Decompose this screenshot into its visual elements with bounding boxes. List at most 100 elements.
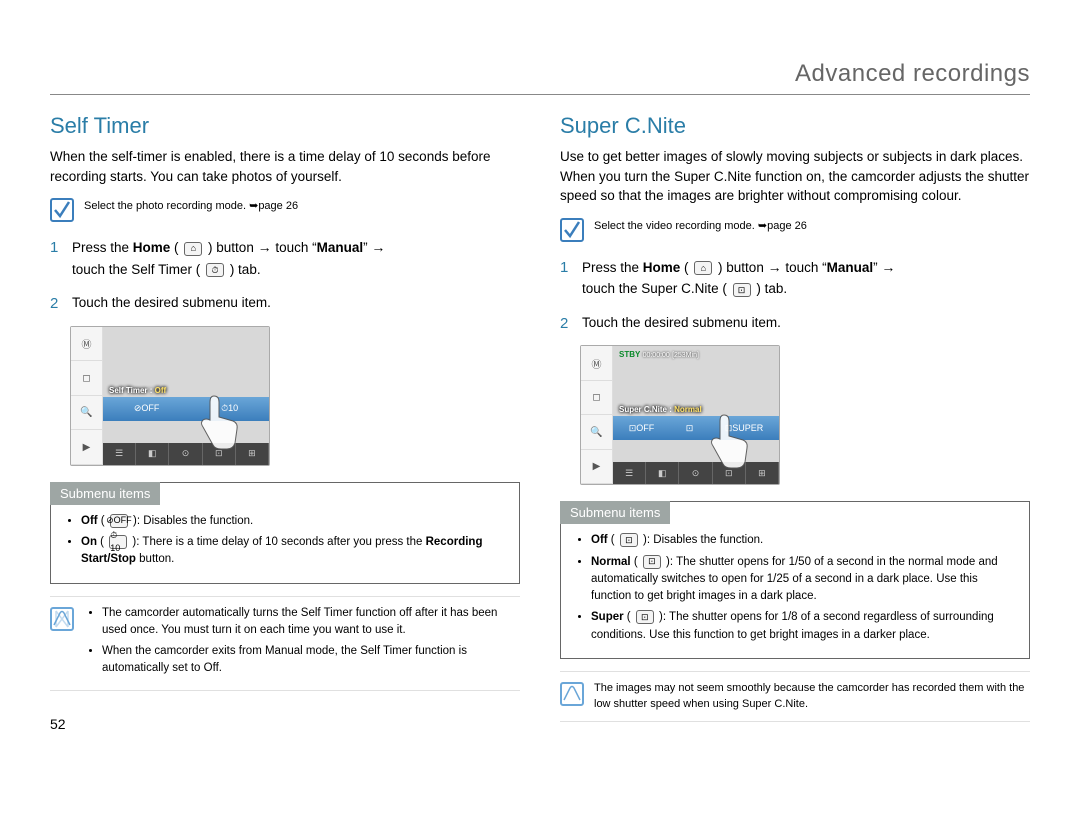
- bot-btn: ◧: [646, 462, 679, 484]
- submenu-items-box: Submenu items Off ( ⊘OFF ): Disables the…: [50, 482, 520, 584]
- text: ) button: [714, 260, 767, 275]
- sidebar-btn: ▶: [581, 450, 612, 485]
- tip-item: The camcorder automatically turns the Se…: [102, 605, 520, 640]
- sidebar-btn: ▶: [71, 430, 102, 465]
- steps-list: Press the Home ( ⌂ ) button → touch “Man…: [50, 236, 520, 314]
- sidebar-btn: 🔍: [71, 396, 102, 431]
- precondition-note: Select the video recording mode. ➥page 2…: [560, 218, 1030, 242]
- text: touch the Super C.Nite (: [582, 281, 731, 296]
- precondition-text: Select the video recording mode. ➥page 2…: [594, 218, 807, 235]
- page-number: 52: [50, 716, 66, 732]
- opt-off: ⊘OFF: [134, 403, 160, 414]
- submenu-heading: Submenu items: [50, 482, 160, 505]
- step-2: Touch the desired submenu item.: [50, 292, 520, 314]
- item-desc: : Disables the function.: [647, 534, 763, 546]
- check-icon: [50, 198, 74, 222]
- rec-time: 00:00:00: [643, 352, 670, 359]
- note-icon: [50, 607, 74, 631]
- note-icon: [560, 682, 584, 706]
- tip-note: The images may not seem smoothly because…: [560, 671, 1030, 722]
- lcd-screenshot: Ⓜ ◻ 🔍 ▶ STBY 00:00:00 [253Min] Super C.N…: [580, 345, 780, 485]
- opt-normal: ⊡: [686, 423, 694, 434]
- home-label: Home: [133, 240, 171, 255]
- submenu-item: Super ( ⊡ ): The shutter opens for 1/8 o…: [591, 609, 1017, 644]
- bot-btn: ☰: [103, 443, 136, 465]
- left-column: Self Timer When the self-timer is enable…: [50, 113, 520, 730]
- submenu-heading: Submenu items: [560, 501, 670, 524]
- item-desc: : Disables the function.: [137, 515, 253, 527]
- ss-main: Self Timer : Off ⊘OFF ⏱10 ☰ ◧ ⊙ ⊡ ⊞: [103, 327, 269, 465]
- chapter-title: Advanced recordings: [50, 60, 1030, 88]
- submenu-item: Normal ( ⊡ ): The shutter opens for 1/50…: [591, 554, 1017, 606]
- intro-text: When the self-timer is enabled, there is…: [50, 147, 520, 186]
- arrow-icon: →: [768, 259, 782, 275]
- step-2: Touch the desired submenu item.: [560, 312, 1030, 334]
- submenu-item: Off ( ⊘OFF ): Disables the function.: [81, 513, 507, 530]
- finger-icon: [699, 410, 749, 470]
- ss-preview: STBY 00:00:00 [253Min] Super C.Nite : No…: [613, 346, 779, 462]
- tip-text: The images may not seem smoothly because…: [594, 680, 1030, 713]
- self-timer-tab-icon: ⏱: [206, 263, 224, 277]
- ss-bottom-bar: ☰ ◧ ⊙ ⊡ ⊞: [103, 443, 269, 465]
- value: Normal: [674, 405, 702, 414]
- step-1: Press the Home ( ⌂ ) button → touch “Man…: [50, 236, 520, 280]
- tip-note: The camcorder automatically turns the Se…: [50, 596, 520, 691]
- text: touch “: [272, 240, 317, 255]
- section-title-self-timer: Self Timer: [50, 113, 520, 139]
- ss-main: STBY 00:00:00 [253Min] Super C.Nite : No…: [613, 346, 779, 484]
- ss-option-banner: ⊘OFF ⏱10: [103, 397, 269, 421]
- label: Super C.Nite :: [619, 405, 674, 414]
- text: Press the: [582, 260, 643, 275]
- precondition-note: Select the photo recording mode. ➥page 2…: [50, 198, 520, 222]
- intro-text: Use to get better images of slowly movin…: [560, 147, 1030, 206]
- text: Press the: [72, 240, 133, 255]
- sidebar-btn: 🔍: [581, 415, 612, 450]
- home-icon: ⌂: [694, 261, 712, 275]
- text: ) tab.: [753, 281, 788, 296]
- sidebar-btn: ◻: [71, 361, 102, 396]
- section-title-super-cnite: Super C.Nite: [560, 113, 1030, 139]
- item-name: Super: [591, 611, 624, 623]
- value: Off: [155, 386, 167, 395]
- arrow-icon: →: [371, 239, 385, 255]
- home-label: Home: [643, 260, 681, 275]
- ss-option-banner: ⊡OFF ⊡ ⊡SUPER: [613, 416, 779, 440]
- tip-list: The camcorder automatically turns the Se…: [84, 605, 520, 682]
- text: (: [170, 240, 182, 255]
- ss-preview: Self Timer : Off ⊘OFF ⏱10: [103, 327, 269, 443]
- item-desc: : There is a time delay of 10 seconds af…: [136, 536, 425, 548]
- submenu-list: Off ( ⊡ ): Disables the function. Normal…: [573, 532, 1017, 644]
- bot-btn: ⊞: [746, 462, 779, 484]
- item-name: Normal: [591, 556, 631, 568]
- finger-icon: [189, 391, 239, 451]
- submenu-items-box: Submenu items Off ( ⊡ ): Disables the fu…: [560, 501, 1030, 659]
- cnite-tab-icon: ⊡: [733, 283, 751, 297]
- lcd-screenshot: Ⓜ ◻ 🔍 ▶ Self Timer : Off ⊘OFF ⏱10: [70, 326, 270, 466]
- text: touch “: [782, 260, 827, 275]
- submenu-item: On ( ⏱10 ): There is a time delay of 10 …: [81, 534, 507, 569]
- two-column-layout: Self Timer When the self-timer is enable…: [50, 113, 1030, 730]
- manual-page: Advanced recordings Self Timer When the …: [0, 0, 1080, 760]
- manual-label: Manual: [827, 260, 874, 275]
- on-icon: ⏱10: [109, 535, 127, 549]
- item-name: On: [81, 536, 97, 548]
- right-column: Super C.Nite Use to get better images of…: [560, 113, 1030, 730]
- precondition-text: Select the photo recording mode. ➥page 2…: [84, 198, 298, 215]
- text: ) button: [204, 240, 257, 255]
- item-name: Off: [591, 534, 608, 546]
- text: (: [680, 260, 692, 275]
- home-icon: ⌂: [184, 242, 202, 256]
- bot-btn: ◧: [136, 443, 169, 465]
- label: Self Timer :: [109, 386, 155, 395]
- off-icon: ⊘OFF: [110, 514, 128, 528]
- sidebar-btn: Ⓜ: [71, 327, 102, 362]
- text: touch the Self Timer (: [72, 262, 204, 277]
- ss-setting-label: Self Timer : Off: [109, 386, 166, 395]
- ss-sidebar: Ⓜ ◻ 🔍 ▶: [581, 346, 613, 484]
- item-desc: button.: [136, 553, 174, 565]
- stby-indicator: STBY: [619, 350, 640, 359]
- tip-item: When the camcorder exits from Manual mod…: [102, 643, 520, 678]
- arrow-icon: →: [881, 259, 895, 275]
- off-icon: ⊡: [620, 533, 638, 547]
- step-1: Press the Home ( ⌂ ) button → touch “Man…: [560, 256, 1030, 300]
